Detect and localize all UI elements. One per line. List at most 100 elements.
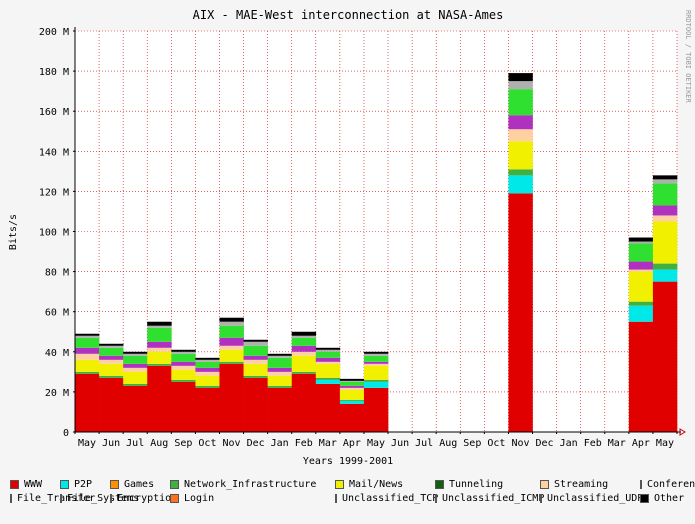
bar-unclassified-tcp [339,381,365,386]
x-tick-label: Apr [632,438,650,449]
bar-www [363,387,389,432]
x-tick-label: May [78,438,96,449]
bar-p2p [628,305,654,322]
legend-swatch [110,480,119,489]
x-tick-label: Nov [511,438,529,449]
bar-network-infrastructure [171,379,196,382]
bar-mail-news [171,369,196,380]
bar-unclassified-tcp [147,327,172,342]
legend-swatch [640,494,649,503]
legend-label: Conferencing [647,479,695,490]
legend-swatch [10,480,19,489]
bar-streaming [628,269,654,272]
bar-other [171,349,196,352]
y-tick-label: 200 M [39,27,69,38]
bar-other [267,353,293,356]
axes-group [73,27,686,436]
bar-mail-news [147,351,172,364]
x-tick-label: Jun [391,438,409,449]
bar-p2p [363,381,389,388]
bar-unclassified-udp [75,335,100,338]
bar-streaming [652,215,678,222]
legend-item: Conferencing [640,479,695,490]
bar-streaming [243,359,268,364]
bar-unclassified-udp [219,321,244,326]
bar-streaming [219,345,244,350]
bar-streaming [99,359,124,364]
legend-label: Encryption [117,493,178,504]
x-tick-labels: May Jun Jul Aug Sep Oct Nov Dec Jan Feb Mar Apr May J… [78,438,674,449]
bar-unclassified-udp [363,353,389,356]
bar-unclassified-udp [99,345,124,348]
legend-label: Unclassified_ICMP [442,493,545,504]
bar-file-transfer [339,385,365,388]
bar-file-transfer [267,367,293,372]
legend-label: Network_Infrastructure [184,479,317,490]
legend-item: Network_Infrastructure [170,479,335,490]
legend-label: Mail/News [349,479,404,490]
bar-www [99,377,124,432]
bar-other [99,343,124,346]
bar-unclassified-udp [339,380,365,382]
bar-www [291,373,317,432]
chart-svg: AIX - MAE-West interconnection at NASA-A… [8,8,692,467]
bar-www [508,193,533,432]
y-tick-label: 140 M [39,147,69,158]
bar-other [123,351,148,354]
legend-label: Login [184,493,215,504]
x-tick-label: Apr [343,438,361,449]
bar-network-infrastructure [75,371,100,374]
legend-label: WWW [24,479,43,490]
legend-swatch [335,480,344,489]
x-tick-label: Mar [319,438,337,449]
bar-mail-news [628,271,654,302]
y-tick-label: 180 M [39,67,69,78]
x-tick-label: Feb [584,438,602,449]
bar-mail-news [291,355,317,372]
bar-other [315,347,341,350]
bar-other [363,351,389,354]
bar-unclassified-tcp [508,89,533,116]
x-axis-arrow [679,428,686,436]
x-tick-label: Sep [174,438,192,449]
legend-item: Login [170,493,335,504]
bar-streaming [147,347,172,352]
bar-mail-news [75,359,100,372]
bar-streaming [267,371,293,376]
x-tick-label: Dec [536,438,554,449]
x-tick-label: Aug [439,438,457,449]
bar-streaming [195,371,220,376]
bar-network-infrastructure [195,385,220,388]
x-tick-label: May [367,438,385,449]
bar-network-infrastructure [508,169,533,176]
x-tick-label: Mar [608,438,626,449]
bar-file-transfer [508,115,533,130]
bar-streaming [171,365,196,370]
bar-mail-news [243,363,268,376]
bar-other [339,378,365,381]
bar-streaming [363,363,389,366]
bar-streaming [291,351,317,356]
bar-p2p [315,379,341,384]
bar-unclassified-tcp [243,345,268,356]
legend-label: Other [654,493,685,504]
bar-other [628,237,654,242]
legend-swatch [540,494,542,503]
bar-file-transfer [628,261,654,270]
legend-label: File_Transfer [17,493,96,504]
bar-file-transfer [315,357,341,362]
bar-unclassified-udp [123,353,148,356]
x-tick-label: Jan [560,438,578,449]
x-tick-label: Nov [222,438,240,449]
bar-network-infrastructure [243,375,268,378]
y-axis-label: Bits/s [8,214,19,250]
legend-label: File_Systems [67,493,140,504]
bar-other [291,331,317,336]
legend-swatch [335,494,337,503]
legend-swatch [10,494,12,503]
bar-mail-news [99,363,124,376]
legend-item: Games [110,479,170,490]
y-tick-labels: 0 20 M 40 M 60 M 80 M 100 M 120 M 140 M 160 M 180… [39,27,69,439]
bar-unclassified-tcp [291,337,317,346]
bar-p2p [652,269,678,282]
